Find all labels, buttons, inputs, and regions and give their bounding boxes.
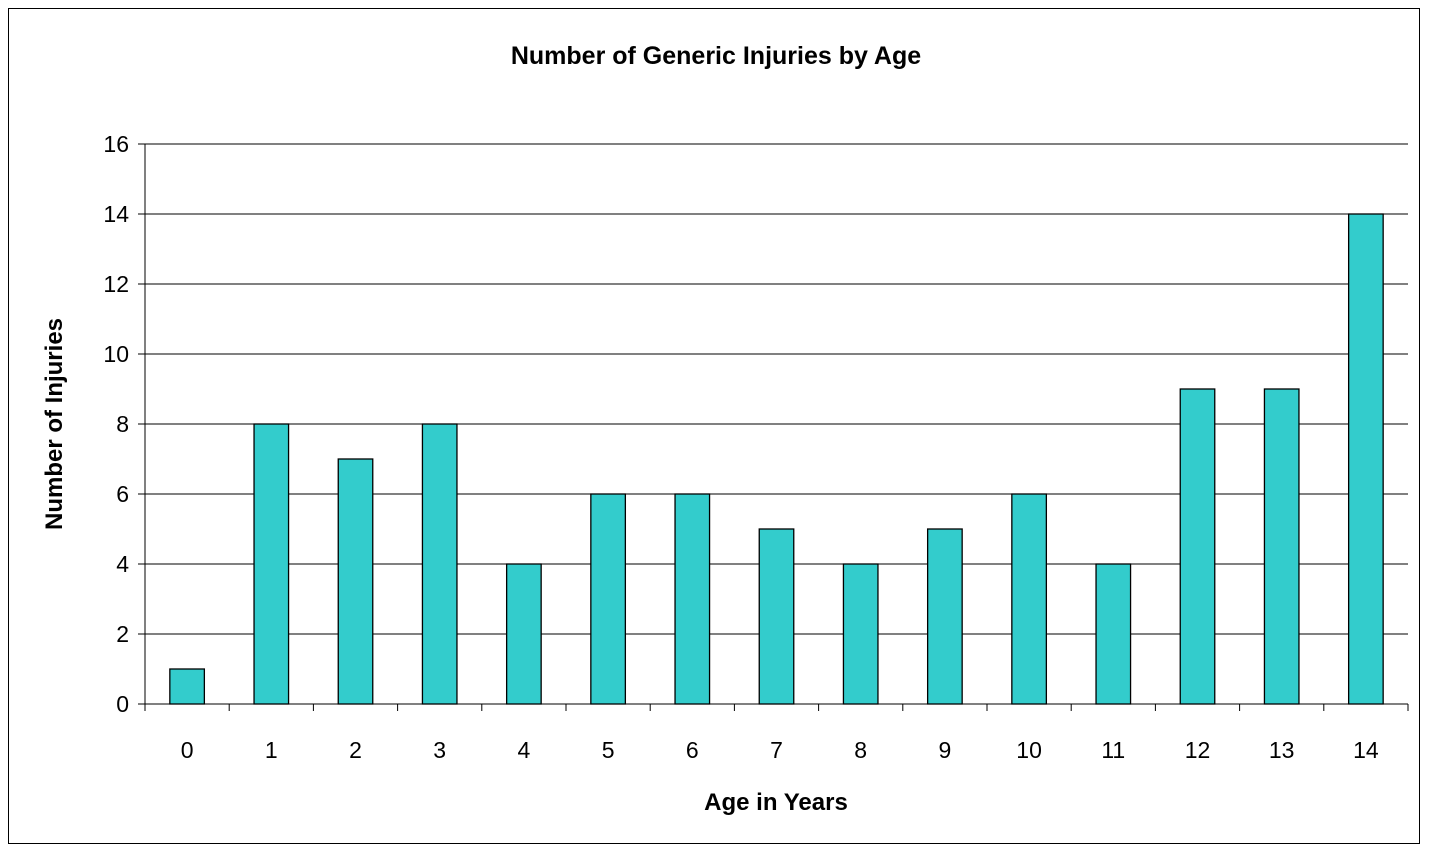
bars xyxy=(169,213,1384,705)
x-tick-label: 2 xyxy=(349,737,362,763)
bar xyxy=(1347,213,1384,705)
y-tick-label: 0 xyxy=(116,691,129,717)
y-axis: 0 2 4 6 8 10 12 14 16 xyxy=(103,131,146,717)
y-tick-label: 2 xyxy=(116,621,129,647)
chart-title: Number of Generic Injuries by Age xyxy=(511,42,921,70)
x-tick-label: 12 xyxy=(1185,737,1211,763)
x-tick-label: 13 xyxy=(1269,737,1295,763)
x-tick-label: 3 xyxy=(433,737,446,763)
x-tick-label: 7 xyxy=(770,737,783,763)
y-tick-label: 16 xyxy=(103,131,129,157)
x-tick-label: 6 xyxy=(686,737,699,763)
bar xyxy=(1011,493,1048,705)
y-tick-label: 14 xyxy=(103,201,129,227)
x-tick-label: 4 xyxy=(518,737,531,763)
x-axis: 0 1 2 3 4 5 6 7 8 9 10 11 12 13 14 xyxy=(144,703,1409,763)
bar xyxy=(590,493,627,705)
bar xyxy=(842,563,879,705)
x-tick-label: 14 xyxy=(1353,737,1379,763)
bar xyxy=(337,458,374,705)
x-tick-label: 1 xyxy=(265,737,278,763)
bar xyxy=(926,528,963,705)
bar xyxy=(505,563,542,705)
y-tick-label: 12 xyxy=(103,271,129,297)
bar xyxy=(758,528,795,705)
x-tick-label: 8 xyxy=(854,737,867,763)
x-tick-label: 9 xyxy=(939,737,952,763)
x-axis-title: Age in Years xyxy=(704,789,848,816)
y-axis-title: Number of Injuries xyxy=(41,318,68,530)
y-tick-label: 6 xyxy=(116,481,129,507)
y-tick-label: 10 xyxy=(103,341,129,367)
x-tick-label: 5 xyxy=(602,737,615,763)
y-tick-label: 4 xyxy=(116,551,129,577)
bar xyxy=(1095,563,1132,705)
x-tick-label: 11 xyxy=(1101,737,1125,763)
bar xyxy=(1263,388,1300,705)
x-tick-label: 0 xyxy=(181,737,194,763)
x-tick-label: 10 xyxy=(1016,737,1042,763)
bar xyxy=(421,423,458,705)
y-tick-label: 8 xyxy=(116,411,129,437)
bar xyxy=(253,423,290,705)
bar xyxy=(1179,388,1216,705)
bar xyxy=(674,493,711,705)
bar xyxy=(169,668,206,705)
